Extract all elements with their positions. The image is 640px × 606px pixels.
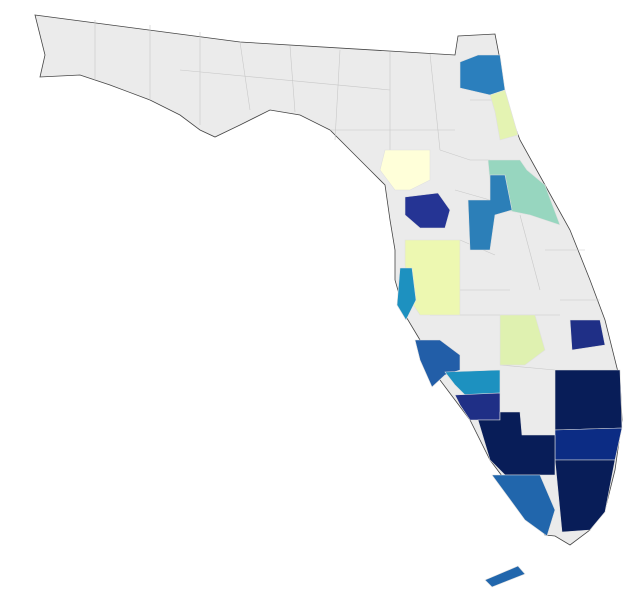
county [569,319,606,351]
county [459,54,506,96]
county [477,411,556,476]
county [491,474,556,537]
county [554,427,623,461]
regions [379,54,623,588]
county [554,459,616,533]
county [454,392,501,421]
county [489,89,519,141]
county [404,192,451,229]
county [499,314,546,366]
county [484,565,526,588]
county [379,149,431,191]
county [396,267,417,321]
county [554,369,623,431]
county [404,239,461,316]
county [467,174,513,251]
